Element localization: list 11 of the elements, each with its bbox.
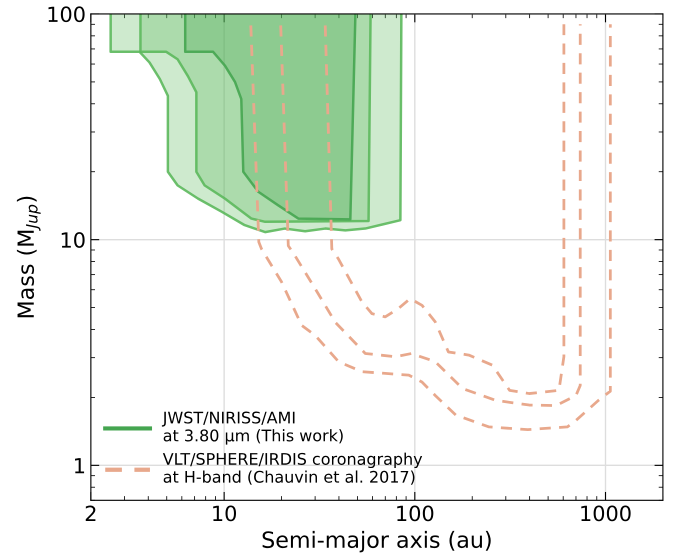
y-axis-title: Mass (M$_{Jup}$): [16, 196, 41, 318]
x-tick-label: 1000: [581, 506, 631, 522]
y-tick-label: 10: [62, 232, 85, 248]
y-tick-label: 100: [48, 6, 85, 22]
legend-label: JWST/NIRISS/AMI at 3.80 μm (This work): [162, 412, 343, 445]
y-tick-label: 1: [75, 458, 84, 474]
legend-label: VLT/SPHERE/IRDIS coronagraphy at H-band (Chauvin et al. 2017): [162, 452, 422, 485]
x-tick-label: 2: [86, 506, 96, 521]
x-tick-label: 10: [213, 506, 236, 522]
x-axis-title: Semi-major axis (au): [262, 530, 491, 552]
x-tick-label: 100: [397, 506, 434, 522]
